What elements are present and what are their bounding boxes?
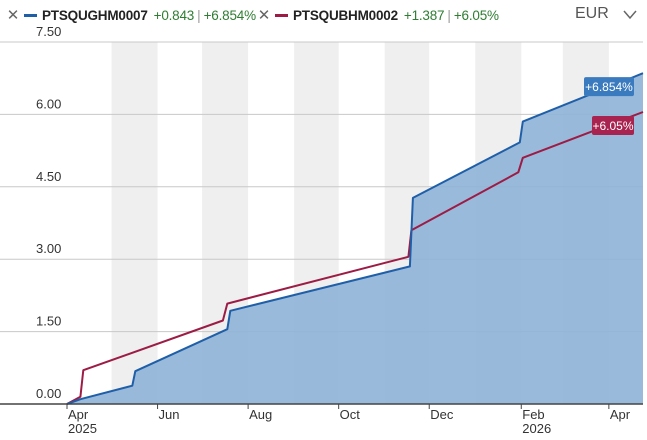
chart-legend: ✕ PTSQUGHM0007 +0.843 | +6.854% ✕ PTSQUB… <box>0 0 647 30</box>
legend-item-series-1: ✕ PTSQUGHM0007 +0.843 | +6.854% <box>6 5 256 25</box>
y-tick-label-3: 4.50 <box>36 169 61 184</box>
y-tick-label-2: 3.00 <box>36 241 61 256</box>
series-1-end-tag <box>584 77 634 97</box>
series-1-change: +0.843 <box>153 7 195 23</box>
series-2-line <box>66 111 644 405</box>
series-2-separator: | <box>447 7 451 23</box>
series-1-end-label: +6.854% <box>585 80 633 94</box>
x-tick-year-label-5: 2026 <box>522 421 551 436</box>
legend-item-series-2: ✕ PTSQUBHM0002 +1.387 | +6.05% <box>257 5 499 25</box>
series-2-swatch <box>275 13 288 17</box>
series-1-separator: | <box>197 7 201 23</box>
series-2-end-label: +6.05% <box>592 119 633 133</box>
series-2-percent: +6.05% <box>453 7 499 23</box>
series-1-line <box>66 72 644 405</box>
y-tick-label-1: 1.50 <box>36 314 61 329</box>
chevron-down-icon <box>623 10 637 20</box>
x-tick-label-1: Jun <box>159 407 180 422</box>
series-1-percent: +6.854% <box>203 7 256 23</box>
series-1-name: PTSQUGHM0007 <box>42 7 148 23</box>
x-tick-year-label-0: 2025 <box>68 421 97 436</box>
x-tick-label-6: Apr <box>610 407 631 422</box>
x-tick-label-4: Dec <box>430 407 454 422</box>
series-2-change: +1.387 <box>403 7 445 23</box>
currency-selector[interactable]: EUR <box>575 3 637 25</box>
shaded-month-band-0 <box>111 42 158 404</box>
series-1-swatch <box>24 13 37 17</box>
x-tick-label-5: Feb <box>522 407 544 422</box>
series-1-area <box>67 73 643 404</box>
remove-series-2-icon[interactable]: ✕ <box>257 7 271 24</box>
x-tick-label-3: Oct <box>340 407 361 422</box>
y-tick-label-5: 7.50 <box>36 24 61 39</box>
series-2-name: PTSQUBHM0002 <box>293 7 398 23</box>
currency-label: EUR <box>575 5 609 22</box>
x-tick-label-0: Apr <box>68 407 89 422</box>
series-2-end-tag <box>592 115 634 135</box>
y-tick-label-0: 0.00 <box>36 386 61 401</box>
x-tick-label-2: Aug <box>249 407 272 422</box>
remove-series-1-icon[interactable]: ✕ <box>6 7 20 24</box>
y-tick-label-4: 6.00 <box>36 96 61 111</box>
